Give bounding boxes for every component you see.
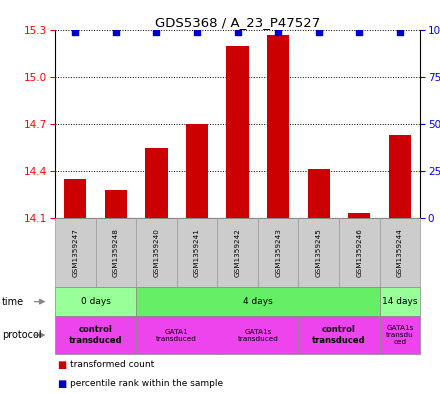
Text: GSM1359242: GSM1359242 — [235, 228, 241, 277]
Text: GSM1359243: GSM1359243 — [275, 228, 281, 277]
Bar — [308, 169, 330, 218]
Bar — [389, 135, 411, 218]
Text: 14 days: 14 days — [382, 297, 418, 306]
Text: GATA1s
transdu
ced: GATA1s transdu ced — [386, 325, 414, 345]
Text: ■: ■ — [57, 379, 66, 389]
Text: GSM1359248: GSM1359248 — [113, 228, 119, 277]
Text: control
transduced: control transduced — [312, 325, 366, 345]
Text: ■: ■ — [57, 360, 66, 369]
Text: 4 days: 4 days — [243, 297, 273, 306]
Point — [72, 29, 79, 35]
Text: time: time — [2, 297, 24, 307]
Bar — [105, 190, 127, 218]
Text: GATA1s
transduced: GATA1s transduced — [238, 329, 279, 342]
Text: GSM1359247: GSM1359247 — [72, 228, 78, 277]
Text: GSM1359244: GSM1359244 — [397, 228, 403, 277]
Title: GDS5368 / A_23_P47527: GDS5368 / A_23_P47527 — [155, 16, 320, 29]
Point — [112, 29, 119, 35]
Bar — [64, 179, 86, 218]
Point — [153, 29, 160, 35]
Point — [275, 29, 282, 35]
Text: percentile rank within the sample: percentile rank within the sample — [70, 379, 223, 388]
Text: GSM1359241: GSM1359241 — [194, 228, 200, 277]
Point — [315, 29, 322, 35]
Bar — [267, 35, 290, 218]
Text: protocol: protocol — [2, 330, 42, 340]
Text: transformed count: transformed count — [70, 360, 154, 369]
Point — [356, 29, 363, 35]
Text: GATA1
transduced: GATA1 transduced — [156, 329, 197, 342]
Bar — [145, 147, 168, 218]
Point — [194, 29, 201, 35]
Text: GSM1359245: GSM1359245 — [316, 228, 322, 277]
Text: GSM1359240: GSM1359240 — [154, 228, 159, 277]
Text: GSM1359246: GSM1359246 — [356, 228, 362, 277]
Point — [396, 29, 403, 35]
Bar — [348, 213, 370, 218]
Bar — [227, 46, 249, 218]
Text: control
transduced: control transduced — [69, 325, 122, 345]
Bar — [186, 124, 208, 218]
Text: 0 days: 0 days — [81, 297, 110, 306]
Point — [234, 29, 241, 35]
